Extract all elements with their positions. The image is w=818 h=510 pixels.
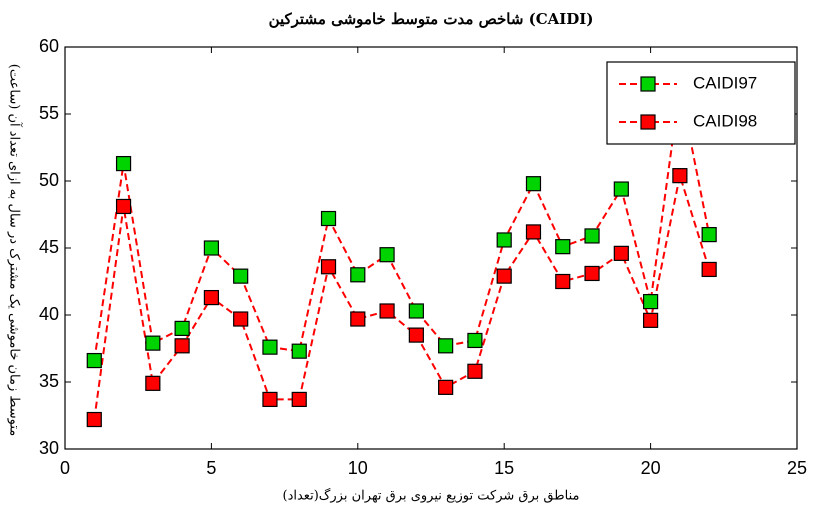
- marker: [496, 232, 512, 248]
- marker: [584, 265, 600, 282]
- marker: [642, 312, 659, 328]
- marker: [379, 247, 395, 263]
- marker: [291, 343, 307, 359]
- marker: [525, 224, 542, 240]
- marker: [467, 332, 483, 349]
- marker: [291, 391, 307, 408]
- marker: [262, 339, 278, 355]
- marker: [379, 303, 395, 319]
- y-tick-label: 30: [39, 438, 59, 458]
- y-axis-label: متوسط زمان خاموشی یک مشترک در سال به ازا…: [7, 64, 24, 436]
- x-tick-label: 20: [641, 458, 661, 478]
- series-line: [93, 87, 711, 361]
- x-axis-label: مناطق برق شرکت توزیع نیروی برق تهران بزر…: [283, 488, 580, 504]
- y-tick-label: 35: [39, 371, 59, 391]
- legend-label: CAIDI97: [693, 73, 757, 92]
- y-tick-label: 55: [39, 103, 59, 123]
- legend-label: CAIDI98: [693, 111, 757, 130]
- marker: [496, 268, 512, 284]
- marker: [320, 210, 337, 227]
- marker: [203, 289, 219, 306]
- marker: [145, 335, 161, 351]
- marker: [613, 245, 629, 261]
- marker: [672, 168, 688, 184]
- marker: [145, 375, 161, 391]
- legend-marker: [640, 76, 656, 92]
- y-tick-label: 50: [39, 170, 59, 190]
- x-tick-label: 5: [206, 458, 216, 478]
- y-tick-label: 45: [39, 237, 59, 257]
- chart-title: شاخص مدت متوسط خاموشی مشترکین (CAIDI): [269, 10, 594, 28]
- marker: [613, 181, 629, 197]
- x-tick-label: 10: [348, 458, 368, 478]
- marker: [233, 268, 249, 284]
- marker: [233, 311, 249, 327]
- y-tick-label: 40: [39, 304, 59, 324]
- marker: [438, 338, 454, 354]
- x-tick-label: 15: [494, 458, 514, 478]
- y-tick-label: 60: [39, 36, 59, 56]
- marker: [408, 303, 424, 319]
- marker: [438, 379, 454, 395]
- marker: [115, 198, 132, 215]
- marker: [174, 338, 190, 354]
- marker: [115, 155, 132, 172]
- marker: [555, 273, 571, 290]
- marker: [350, 267, 366, 283]
- series-line: [93, 175, 711, 420]
- marker: [584, 228, 600, 244]
- marker: [86, 352, 102, 369]
- marker: [701, 261, 717, 278]
- marker: [350, 311, 366, 327]
- marker: [701, 227, 717, 243]
- marker: [467, 363, 483, 379]
- marker: [555, 239, 571, 255]
- marker: [174, 320, 190, 336]
- legend: CAIDI97 CAIDI98: [606, 61, 796, 145]
- marker: [262, 391, 278, 408]
- marker: [642, 294, 659, 310]
- legend-marker: [640, 114, 656, 130]
- plot-frame: [64, 46, 798, 450]
- legend-box: [606, 61, 796, 145]
- marker: [203, 240, 219, 256]
- x-tick-label: 25: [787, 458, 807, 478]
- marker: [320, 259, 337, 275]
- x-tick-label: 0: [60, 458, 70, 478]
- marker: [525, 176, 542, 192]
- marker: [86, 411, 102, 428]
- marker: [408, 327, 424, 343]
